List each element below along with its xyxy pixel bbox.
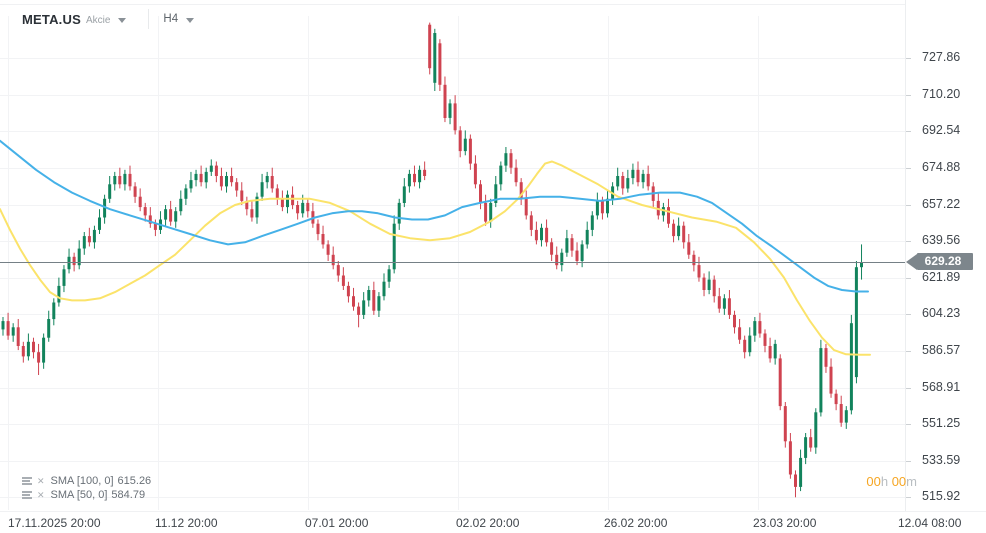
indicator-label: SMA [100, 0]: [50, 475, 114, 487]
indicator-value: 584.79: [111, 489, 146, 501]
price-axis-label: 674.88: [922, 159, 961, 174]
price-axis-label: 604.23: [922, 306, 961, 321]
time-axis-label: 23.03 20:00: [753, 516, 817, 530]
current-price-badge: 629.28: [906, 253, 973, 271]
price-axis-label: 710.20: [922, 86, 961, 101]
price-axis-tick: [906, 497, 911, 498]
time-axis-label: 07.01 20:00: [305, 516, 369, 530]
indicator-settings-icon[interactable]: [22, 490, 32, 501]
price-axis-tick: [906, 241, 911, 242]
countdown-minutes-unit: m: [906, 474, 917, 489]
indicator-row: ✕ SMA [100, 0] 615.26: [22, 474, 151, 488]
time-axis-label: 02.02 20:00: [456, 516, 520, 530]
instrument-type-label: Akcie: [85, 14, 111, 26]
time-axis-label: 11.12 20:00: [155, 516, 218, 530]
indicator-value: 615.26: [117, 475, 152, 487]
price-axis-label: 639.56: [922, 233, 961, 248]
indicator-remove-icon[interactable]: ✕: [37, 489, 45, 500]
indicator-legend: ✕ SMA [100, 0] 615.26 ✕ SMA [50, 0] 584.…: [22, 474, 151, 502]
countdown-hours-unit: h: [880, 474, 892, 489]
countdown-hours: 00: [866, 474, 881, 489]
price-axis-tick: [906, 205, 911, 206]
price-axis-tick: [906, 278, 911, 279]
price-axis-label: 551.25: [922, 416, 961, 431]
timeframe-selector[interactable]: H4: [163, 13, 179, 25]
symbol-dropdown-caret-icon[interactable]: [118, 18, 127, 23]
price-axis-tick: [906, 131, 911, 132]
price-axis-label: 515.92: [922, 489, 961, 504]
price-badge-arrow-icon: [906, 253, 917, 270]
price-axis-label: 657.22: [922, 196, 961, 211]
countdown-minutes: 00: [891, 474, 907, 489]
price-axis-tick: [906, 388, 911, 389]
time-axis-label: 17.11.2025 20:00: [8, 516, 101, 530]
price-axis-tick: [906, 58, 911, 59]
price-axis-tick: [906, 95, 911, 96]
price-axis-tick: [906, 168, 911, 169]
indicator-settings-icon[interactable]: [22, 476, 32, 487]
symbol-name[interactable]: META.US: [22, 11, 81, 27]
panel-top-border: [0, 4, 986, 5]
price-axis-tick: [906, 461, 911, 462]
indicator-row: ✕ SMA [50, 0] 584.79: [22, 488, 151, 502]
price-axis-label: 692.54: [922, 123, 961, 138]
current-price-value: 629.28: [917, 253, 973, 271]
price-axis-tick: [906, 351, 911, 352]
price-axis-tick: [906, 314, 911, 315]
price-axis-label: 621.89: [922, 269, 961, 284]
chart-header: META.US Akcie H4: [22, 8, 195, 30]
price-axis-label: 727.86: [922, 50, 961, 65]
header-divider: [148, 9, 150, 29]
indicator-remove-icon[interactable]: ✕: [37, 475, 45, 486]
price-axis-label: 586.57: [922, 343, 961, 358]
timeframe-dropdown-caret-icon[interactable]: [186, 18, 195, 23]
candle-countdown: 00h 00m: [866, 474, 917, 489]
time-axis-label: 26.02 20:00: [604, 516, 668, 530]
time-axis-label: 12.04 08:00: [898, 516, 962, 530]
time-axis[interactable]: 17.11.2025 20:00 11.12 20:00 07.01 20:00 02…: [0, 511, 986, 533]
price-axis-label: 568.91: [922, 379, 961, 394]
price-axis-label: 533.59: [922, 452, 961, 467]
indicator-label: SMA [50, 0]: [50, 489, 108, 501]
price-axis-tick: [906, 424, 911, 425]
